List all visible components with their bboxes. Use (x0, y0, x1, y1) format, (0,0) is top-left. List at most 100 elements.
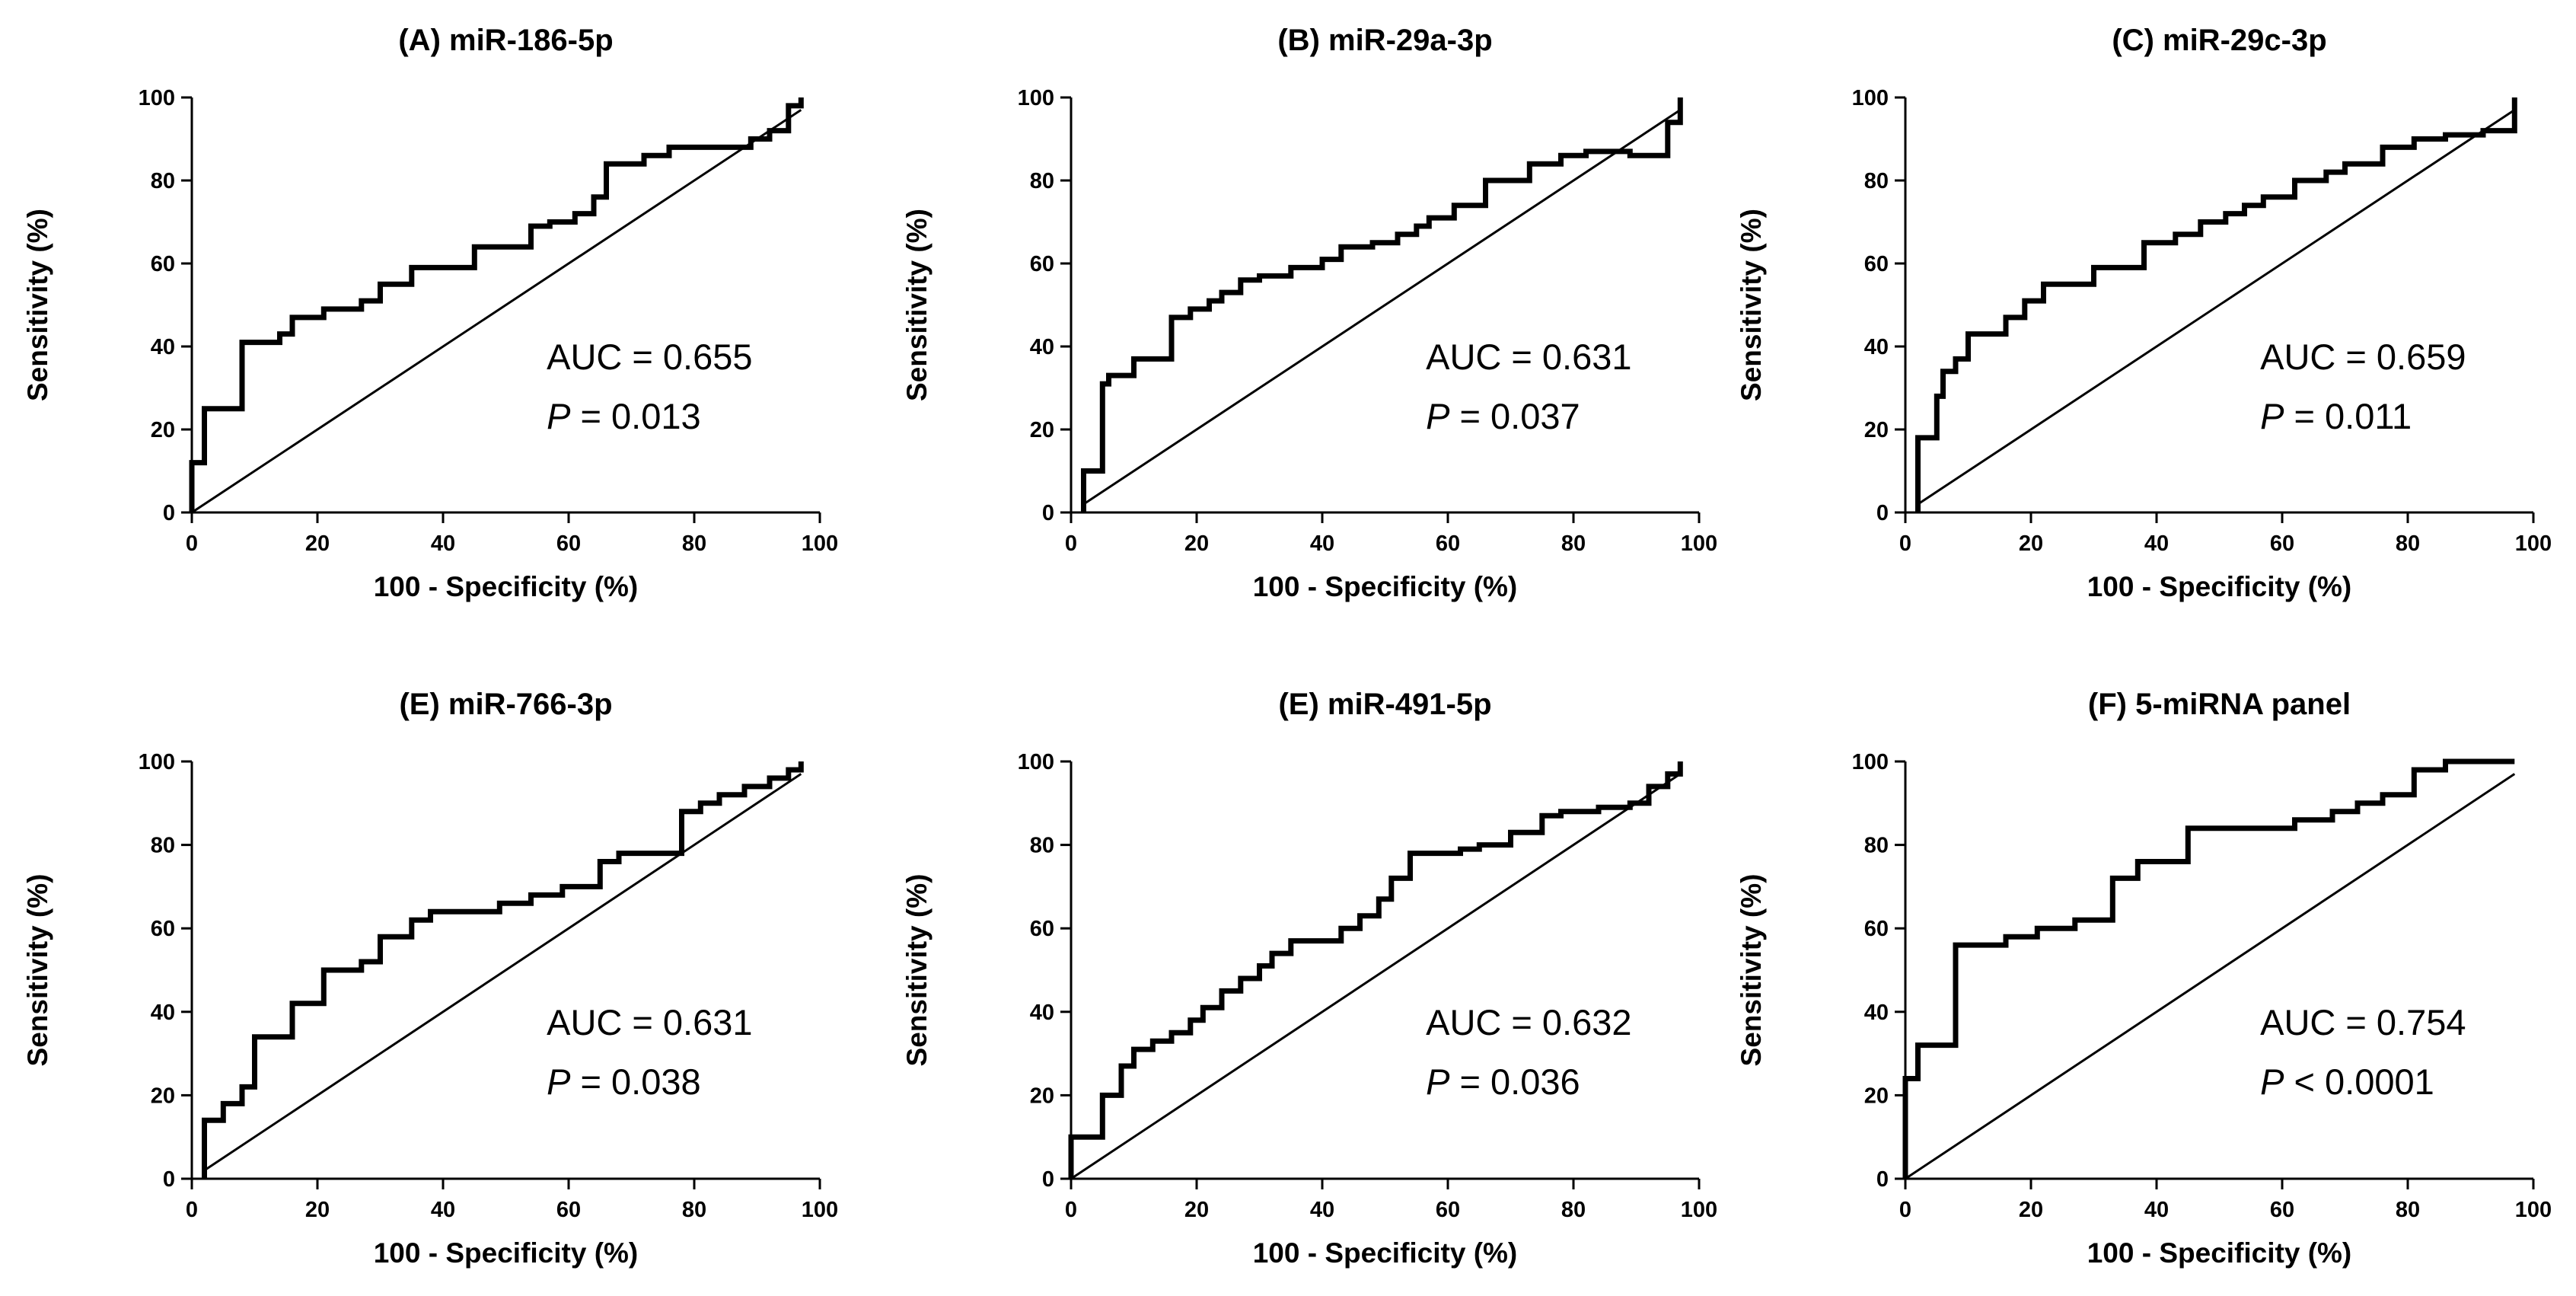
y-tick-label: 80 (1030, 834, 1054, 858)
roc-curve-line (1068, 761, 1683, 1179)
y-tick-label: 80 (151, 169, 175, 193)
x-tick-label: 40 (1310, 1198, 1334, 1222)
x-tick-label: 60 (2270, 1198, 2294, 1222)
panel-title: (B) miR-29a-3p (1277, 24, 1492, 57)
roc-curve-line (1915, 97, 2517, 512)
x-tick-label: 100 (1681, 1198, 1717, 1222)
auc-annotation: AUC = 0.632 (1426, 1002, 1631, 1042)
p-value-annotation: P = 0.013 (547, 396, 701, 436)
panel-title: (C) miR-29c-3p (2112, 24, 2326, 57)
y-tick-label: 80 (1864, 169, 1889, 193)
y-axis-label: Sensitivity (%) (1736, 209, 1767, 401)
x-tick-label: 40 (1310, 531, 1334, 556)
x-tick-label: 80 (1561, 531, 1586, 556)
y-tick-label: 20 (1030, 1084, 1054, 1108)
y-tick-label: 0 (1876, 1167, 1889, 1192)
x-tick-label: 0 (1899, 1198, 1911, 1222)
auc-annotation: AUC = 0.655 (547, 337, 752, 377)
panel-title: (E) miR-766-3p (399, 688, 612, 721)
p-value-annotation: P = 0.037 (1426, 396, 1580, 436)
auc-annotation: AUC = 0.659 (2260, 337, 2466, 377)
y-axis-label: Sensitivity (%) (901, 209, 933, 401)
y-tick-label: 60 (1864, 252, 1889, 276)
x-tick-label: 0 (1065, 531, 1077, 556)
x-axis-label: 100 - Specificity (%) (374, 1237, 639, 1269)
p-symbol: P (2260, 1061, 2284, 1102)
reference-diagonal-line (1917, 109, 2516, 506)
roc-curve-line (189, 97, 804, 512)
roc-panel-6: (F) 5-miRNA panel 0 20 40 60 80 100 0 20 40 60 80 10… (1736, 688, 2552, 1269)
roc-curve-line (1902, 758, 2515, 1179)
x-tick-label: 60 (2270, 531, 2294, 556)
p-symbol: P (2260, 396, 2284, 436)
y-axis-label: Sensitivity (%) (22, 209, 53, 401)
x-tick-label: 100 (802, 1198, 838, 1222)
x-tick-label: 0 (186, 1198, 198, 1222)
p-value-annotation: P = 0.038 (547, 1061, 701, 1102)
x-tick-label: 20 (1184, 1198, 1209, 1222)
roc-panel-4: (E) miR-766-3p 0 20 40 60 80 100 0 20 40 60 80 100 10… (22, 688, 838, 1269)
x-tick-label: 40 (2144, 531, 2169, 556)
x-tick-label: 0 (186, 531, 198, 556)
p-symbol: P (1426, 396, 1450, 436)
x-tick-label: 80 (2396, 1198, 2420, 1222)
y-tick-label: 60 (1030, 917, 1054, 941)
y-tick-label: 100 (1018, 86, 1054, 110)
p-value: = 0.011 (2284, 396, 2412, 436)
x-tick-label: 60 (1436, 1198, 1460, 1222)
auc-annotation: AUC = 0.754 (2260, 1002, 2466, 1042)
x-tick-label: 0 (1065, 1198, 1077, 1222)
p-value: = 0.013 (570, 396, 700, 436)
x-tick-label: 20 (305, 1198, 330, 1222)
y-tick-label: 40 (1030, 1001, 1054, 1025)
y-tick-label: 40 (1864, 1001, 1889, 1025)
x-tick-label: 40 (431, 1198, 455, 1222)
reference-diagonal-line (1905, 773, 2516, 1180)
x-tick-label: 100 (2515, 1198, 2552, 1222)
p-value-annotation: P < 0.0001 (2260, 1061, 2434, 1102)
y-tick-label: 100 (1018, 750, 1054, 774)
x-axis-label: 100 - Specificity (%) (1253, 571, 1518, 602)
p-symbol: P (547, 1061, 571, 1102)
p-value-annotation: P = 0.036 (1426, 1061, 1580, 1102)
p-value: = 0.037 (1449, 396, 1580, 436)
x-tick-label: 40 (431, 531, 455, 556)
y-tick-label: 60 (1864, 917, 1889, 941)
x-tick-label: 20 (2019, 1198, 2043, 1222)
y-tick-label: 0 (1876, 501, 1889, 525)
x-tick-label: 80 (1561, 1198, 1586, 1222)
panel-title: (A) miR-186-5p (398, 24, 613, 57)
y-tick-label: 100 (139, 750, 175, 774)
x-axis-label: 100 - Specificity (%) (2087, 1237, 2352, 1269)
y-axis-label: Sensitivity (%) (22, 874, 53, 1067)
y-tick-label: 40 (1864, 335, 1889, 359)
x-tick-label: 40 (2144, 1198, 2169, 1222)
panel-title: (F) 5-miRNA panel (2088, 688, 2351, 721)
x-tick-label: 60 (556, 1198, 581, 1222)
roc-curve-line (202, 761, 804, 1179)
y-tick-label: 0 (163, 501, 175, 525)
x-tick-label: 20 (305, 531, 330, 556)
auc-annotation: AUC = 0.631 (547, 1002, 752, 1042)
y-tick-label: 40 (1030, 335, 1054, 359)
reference-diagonal-line (1070, 773, 1682, 1180)
y-tick-label: 20 (151, 1084, 175, 1108)
y-tick-label: 80 (151, 834, 175, 858)
x-tick-label: 100 (802, 531, 838, 556)
roc-panel-2: (B) miR-29a-3p 0 20 40 60 80 100 0 20 40 60 80 100 10… (901, 24, 1717, 602)
y-axis-label: Sensitivity (%) (901, 874, 933, 1067)
roc-panel-1: (A) miR-186-5p 0 20 40 60 80 100 0 20 40 60 80 100 10… (22, 24, 838, 602)
p-value-annotation: P = 0.011 (2260, 396, 2412, 436)
y-tick-label: 100 (139, 86, 175, 110)
panel-title: (E) miR-491-5p (1278, 688, 1491, 721)
y-tick-label: 100 (1852, 750, 1889, 774)
auc-annotation: AUC = 0.631 (1426, 337, 1631, 377)
y-tick-label: 20 (1030, 418, 1054, 442)
roc-panel-5: (E) miR-491-5p 0 20 40 60 80 100 0 20 40 60 80 100 10… (901, 688, 1717, 1269)
x-tick-label: 20 (1184, 531, 1209, 556)
y-tick-label: 0 (1042, 501, 1054, 525)
p-value: = 0.038 (570, 1061, 700, 1102)
y-tick-label: 80 (1030, 169, 1054, 193)
y-tick-label: 40 (151, 335, 175, 359)
